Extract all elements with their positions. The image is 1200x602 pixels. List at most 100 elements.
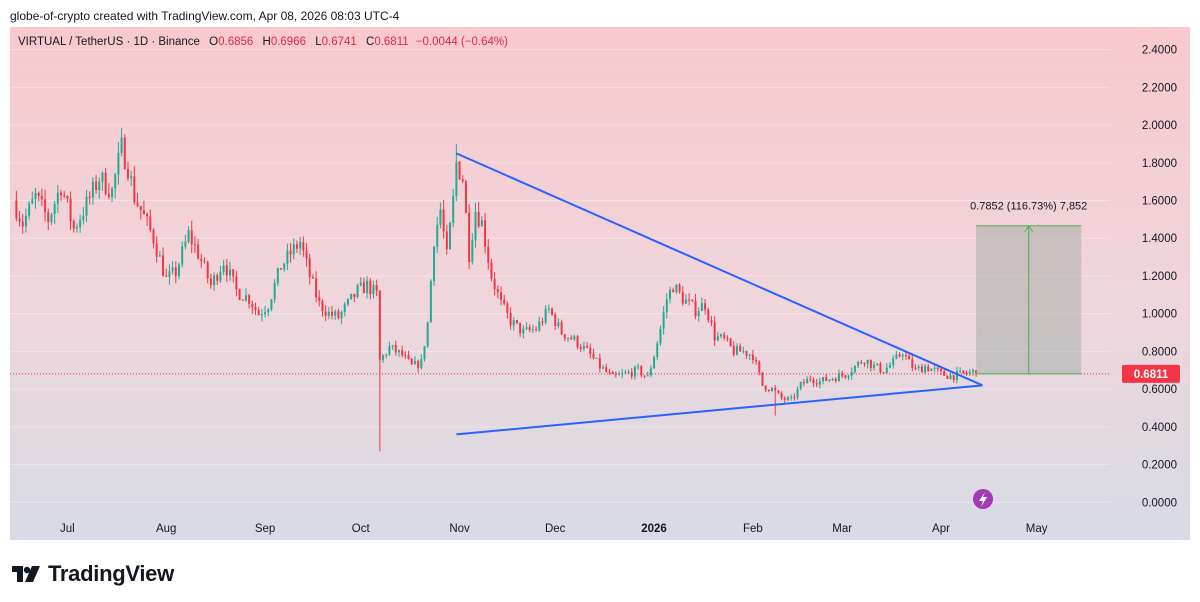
candle-body: [193, 244, 196, 246]
candle-body: [162, 255, 165, 276]
candle-body: [318, 297, 321, 301]
candle-body: [397, 350, 400, 353]
candle-body: [117, 153, 120, 175]
candle-body: [260, 314, 263, 316]
candle-body: [560, 322, 563, 335]
candle-body: [761, 372, 764, 386]
candle-body: [340, 311, 343, 319]
price-chart[interactable]: 0.7852 (116.73%) 7,852 2.4000 2.2000 2.000…: [10, 27, 1190, 540]
candle-body: [200, 258, 203, 262]
trendline-upper[interactable]: [455, 152, 983, 387]
candle-body: [869, 359, 872, 368]
candle-body: [82, 215, 85, 220]
candle-body: [975, 370, 978, 374]
candle-body: [452, 195, 455, 224]
trendline-lower[interactable]: [456, 384, 983, 436]
candle-body: [286, 250, 289, 264]
candle-body: [79, 219, 82, 227]
candle-body: [675, 284, 678, 293]
candle-body: [927, 366, 930, 371]
candle-body: [15, 200, 18, 219]
candle-body: [321, 300, 324, 312]
candle-body: [248, 295, 251, 304]
candle-body: [506, 303, 509, 313]
change-value: −0.0044 (−0.64%): [415, 36, 508, 48]
candle-body: [107, 193, 110, 198]
candle-body: [525, 327, 528, 329]
candle-body: [959, 370, 962, 372]
candle-body: [37, 192, 40, 196]
candle-body: [40, 195, 43, 200]
symbol-label[interactable]: VIRTUAL / TetherUS · 1D · Binance: [18, 36, 200, 48]
high-label: H: [262, 36, 271, 48]
open-value: 0.6856: [218, 36, 254, 48]
candle-body: [889, 365, 891, 368]
candle-body: [295, 244, 298, 249]
candle-body: [767, 389, 770, 391]
candle-body: [72, 221, 75, 229]
candle-body: [704, 303, 707, 310]
candle-body: [640, 366, 643, 376]
candle-body: [91, 181, 94, 198]
candle-body: [123, 137, 126, 169]
y-tick-label: 1.0000: [1142, 309, 1177, 321]
candle-body: [130, 176, 133, 179]
last-price-tag-label: 0.6811: [1134, 369, 1169, 381]
candle-body: [837, 373, 840, 382]
candle-body: [455, 161, 458, 196]
x-tick-label: Apr: [932, 523, 950, 535]
candle-body: [63, 195, 66, 197]
candle-body: [582, 345, 585, 350]
candle-body: [965, 372, 968, 374]
candle-body: [790, 397, 793, 399]
candle-body: [407, 355, 410, 359]
candle-body: [126, 168, 129, 179]
candle-body: [815, 383, 818, 385]
candle-body: [18, 218, 21, 222]
candle-body: [47, 212, 50, 222]
candle-body: [88, 196, 91, 198]
candle-body: [662, 312, 665, 329]
candle-body: [885, 367, 888, 374]
candle-body: [952, 375, 955, 380]
candle-body: [343, 304, 346, 312]
x-tick-label: Aug: [156, 523, 176, 535]
candle-body: [474, 211, 477, 241]
candle-body: [780, 392, 783, 399]
candle-body: [793, 397, 796, 399]
candle-body: [684, 299, 687, 304]
candle-body: [241, 299, 244, 301]
x-tick-label: Sep: [255, 523, 275, 535]
candle-body: [331, 311, 334, 316]
candle-body: [818, 381, 821, 385]
candle-body: [873, 364, 876, 368]
candle-body: [174, 267, 177, 277]
candle-body: [911, 359, 914, 368]
candle-body: [653, 357, 656, 369]
candle-body: [659, 328, 662, 344]
tradingview-logo-icon: [12, 566, 40, 582]
candle-body: [786, 397, 789, 400]
candle-body: [936, 367, 939, 369]
candle-body: [748, 354, 751, 356]
candle-body: [739, 346, 742, 352]
candle-body: [315, 278, 318, 298]
candle-body: [136, 202, 139, 206]
candle-body: [898, 354, 901, 357]
candle-body: [608, 371, 611, 373]
chart-area[interactable]: 0.7852 (116.73%) 7,852 2.4000 2.2000 2.000…: [10, 27, 1190, 540]
candle-body: [120, 137, 123, 154]
candle-body: [672, 289, 675, 293]
candle-body: [436, 224, 439, 247]
candle-body: [541, 321, 544, 323]
candle-body: [962, 370, 965, 373]
y-tick-label: 0.8000: [1142, 346, 1177, 358]
candle-body: [101, 172, 104, 182]
candle-body: [751, 354, 754, 361]
candle-body: [133, 176, 136, 203]
candle-body: [602, 367, 605, 369]
candle-body: [828, 379, 831, 381]
candle-body: [417, 360, 420, 369]
candle-body: [691, 299, 694, 301]
candle-body: [825, 377, 828, 381]
